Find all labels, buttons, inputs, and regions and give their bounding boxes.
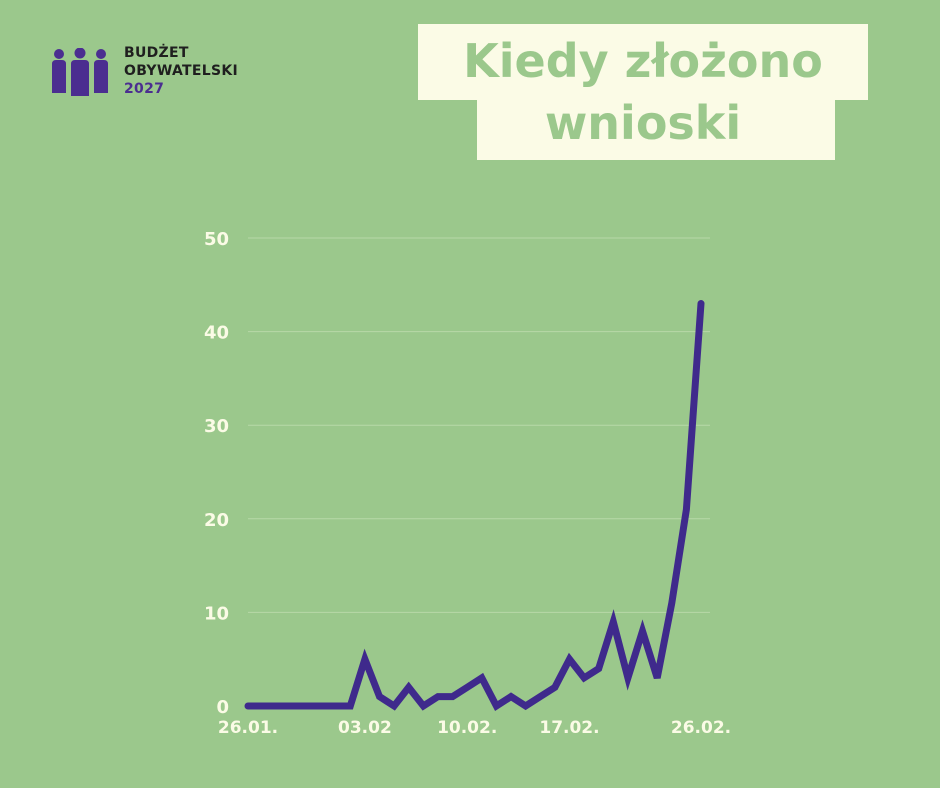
logo: BUDŻET OBYWATELSKI 2027 — [50, 44, 270, 100]
y-tick-label: 30 — [204, 416, 229, 437]
title-box-bottom — [477, 100, 835, 160]
y-tick-label: 40 — [204, 323, 229, 344]
y-tick-label: 0 — [216, 697, 229, 718]
x-tick-label: 26.01. — [218, 718, 278, 738]
y-axis-ticks: 0 10 20 30 40 50 — [204, 229, 229, 718]
y-tick-label: 50 — [204, 229, 229, 250]
page-title: Kiedy złożono wnioski — [418, 30, 868, 154]
x-axis-ticks: 26.01. 03.02 10.02. 17.02. 26.02. — [218, 718, 731, 738]
title-line2: wnioski — [544, 96, 742, 150]
logo-line1: BUDŻET — [124, 45, 189, 61]
series-group — [244, 300, 705, 712]
x-tick-label: 10.02. — [437, 718, 497, 738]
x-tick-label: 26.02. — [671, 718, 731, 738]
title-box-top — [418, 24, 868, 100]
logo-text: BUDŻET OBYWATELSKI 2027 — [124, 44, 238, 98]
logo-year: 2027 — [124, 81, 165, 97]
x-tick-label: 17.02. — [539, 718, 599, 738]
logo-line2: OBYWATELSKI — [124, 63, 238, 79]
y-tick-label: 20 — [204, 510, 229, 531]
y-tick-label: 10 — [204, 603, 229, 624]
series-line — [244, 300, 705, 712]
people-group-icon — [52, 48, 108, 96]
grid-lines — [248, 237, 710, 613]
x-tick-label: 03.02 — [338, 718, 392, 738]
title-line1: Kiedy złożono — [463, 34, 823, 88]
